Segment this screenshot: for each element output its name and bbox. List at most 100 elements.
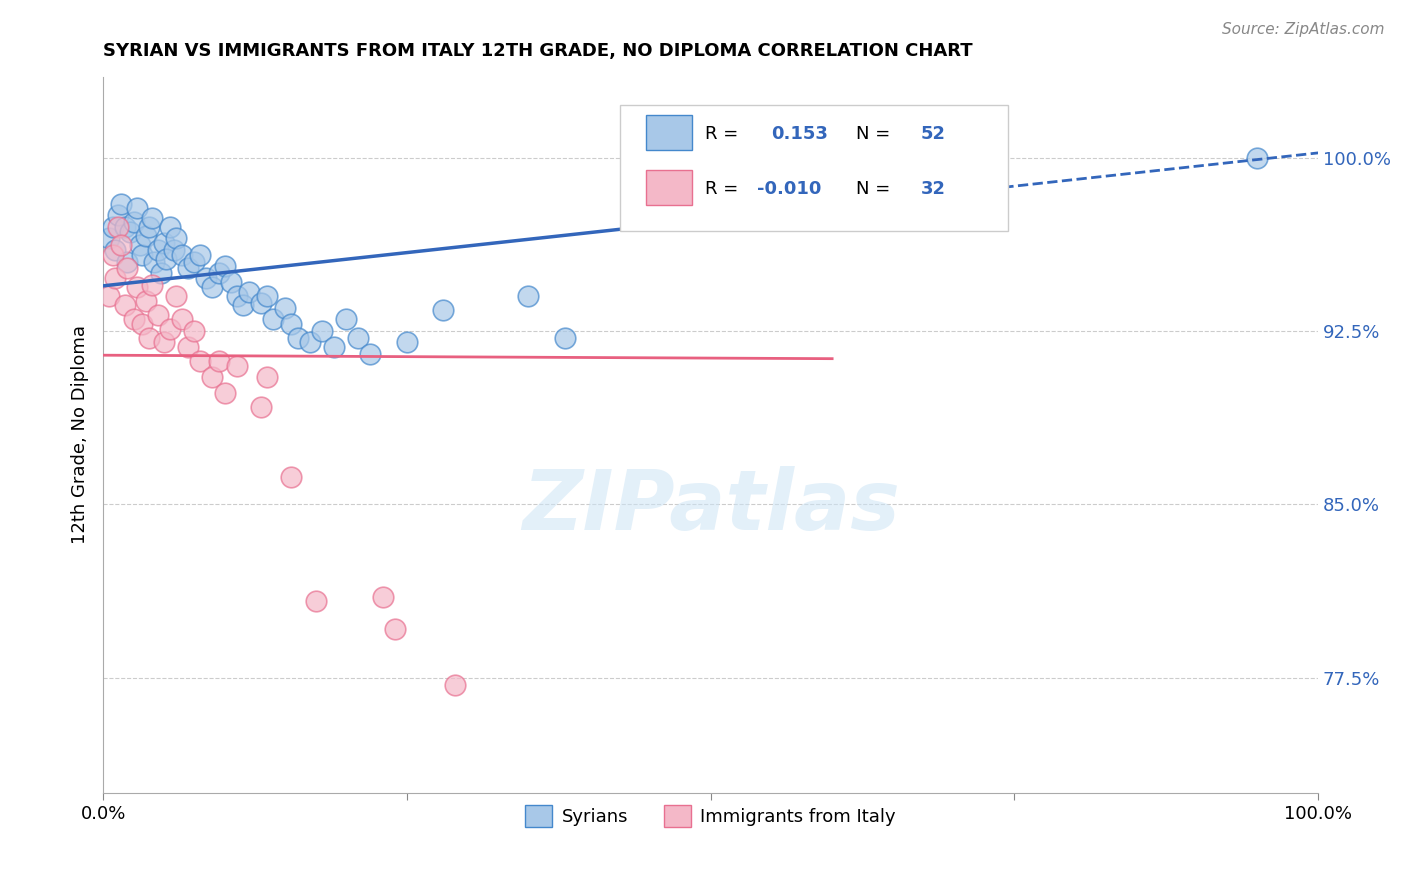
Point xyxy=(287,331,309,345)
Point xyxy=(1246,151,1268,165)
Point xyxy=(159,321,181,335)
Point xyxy=(107,208,129,222)
Point xyxy=(323,340,346,354)
Point xyxy=(122,215,145,229)
Text: R =: R = xyxy=(704,125,738,143)
Text: N =: N = xyxy=(856,125,890,143)
Point xyxy=(347,331,370,345)
Point xyxy=(107,219,129,234)
Point xyxy=(274,301,297,315)
Point xyxy=(225,289,247,303)
Point xyxy=(256,370,278,384)
Point xyxy=(162,243,184,257)
Text: N =: N = xyxy=(856,180,890,198)
Point xyxy=(311,324,333,338)
Point xyxy=(110,238,132,252)
Point xyxy=(384,622,406,636)
Point xyxy=(141,277,163,292)
Point xyxy=(135,229,157,244)
Point xyxy=(188,247,211,261)
Y-axis label: 12th Grade, No Diploma: 12th Grade, No Diploma xyxy=(72,326,89,544)
Point xyxy=(225,359,247,373)
Point xyxy=(122,312,145,326)
Point xyxy=(177,261,200,276)
Point xyxy=(101,247,124,261)
Point xyxy=(280,317,302,331)
Point xyxy=(98,289,121,303)
Point xyxy=(172,312,194,326)
Point xyxy=(131,247,153,261)
Point xyxy=(554,331,576,345)
Point xyxy=(172,247,194,261)
Point xyxy=(101,219,124,234)
Point xyxy=(159,219,181,234)
Point xyxy=(262,312,284,326)
Point xyxy=(104,270,127,285)
Point xyxy=(305,594,328,608)
Legend: Syrians, Immigrants from Italy: Syrians, Immigrants from Italy xyxy=(519,798,903,835)
Point xyxy=(155,252,177,267)
Text: 0.153: 0.153 xyxy=(772,125,828,143)
Text: Source: ZipAtlas.com: Source: ZipAtlas.com xyxy=(1222,22,1385,37)
Point xyxy=(118,225,141,239)
Point xyxy=(153,235,176,250)
Point xyxy=(104,243,127,257)
FancyBboxPatch shape xyxy=(647,170,692,205)
Point xyxy=(256,289,278,303)
Point xyxy=(138,219,160,234)
Point xyxy=(114,219,136,234)
Point xyxy=(280,469,302,483)
Point xyxy=(219,276,242,290)
Point xyxy=(110,196,132,211)
Point xyxy=(195,270,218,285)
Point xyxy=(131,317,153,331)
Point xyxy=(432,303,454,318)
Point xyxy=(214,259,236,273)
Point xyxy=(188,354,211,368)
Point xyxy=(117,254,139,268)
Point xyxy=(117,261,139,276)
Point xyxy=(177,340,200,354)
Text: R =: R = xyxy=(704,180,738,198)
FancyBboxPatch shape xyxy=(620,105,1008,231)
Point xyxy=(444,678,467,692)
Point xyxy=(114,298,136,312)
Point xyxy=(127,280,149,294)
Point xyxy=(250,401,273,415)
Point xyxy=(250,296,273,310)
Text: 32: 32 xyxy=(921,180,946,198)
Point xyxy=(238,285,260,299)
Point xyxy=(150,266,173,280)
Point xyxy=(128,238,150,252)
Point xyxy=(183,254,205,268)
Point xyxy=(143,254,166,268)
FancyBboxPatch shape xyxy=(647,115,692,150)
Point xyxy=(183,324,205,338)
Point xyxy=(371,590,394,604)
Point xyxy=(207,266,229,280)
Point xyxy=(201,370,224,384)
Point xyxy=(298,335,321,350)
Point xyxy=(359,347,381,361)
Point xyxy=(146,243,169,257)
Point xyxy=(165,231,187,245)
Point xyxy=(153,335,176,350)
Text: -0.010: -0.010 xyxy=(756,180,821,198)
Point xyxy=(141,211,163,225)
Point xyxy=(335,312,357,326)
Point xyxy=(232,298,254,312)
Point xyxy=(201,280,224,294)
Point xyxy=(127,202,149,216)
Point xyxy=(207,354,229,368)
Point xyxy=(135,293,157,308)
Text: ZIPatlas: ZIPatlas xyxy=(522,467,900,547)
Point xyxy=(517,289,540,303)
Point xyxy=(98,231,121,245)
Point xyxy=(165,289,187,303)
Point xyxy=(395,335,418,350)
Text: SYRIAN VS IMMIGRANTS FROM ITALY 12TH GRADE, NO DIPLOMA CORRELATION CHART: SYRIAN VS IMMIGRANTS FROM ITALY 12TH GRA… xyxy=(103,42,973,60)
Point xyxy=(146,308,169,322)
Text: 52: 52 xyxy=(921,125,946,143)
Point xyxy=(138,331,160,345)
Point xyxy=(214,386,236,401)
